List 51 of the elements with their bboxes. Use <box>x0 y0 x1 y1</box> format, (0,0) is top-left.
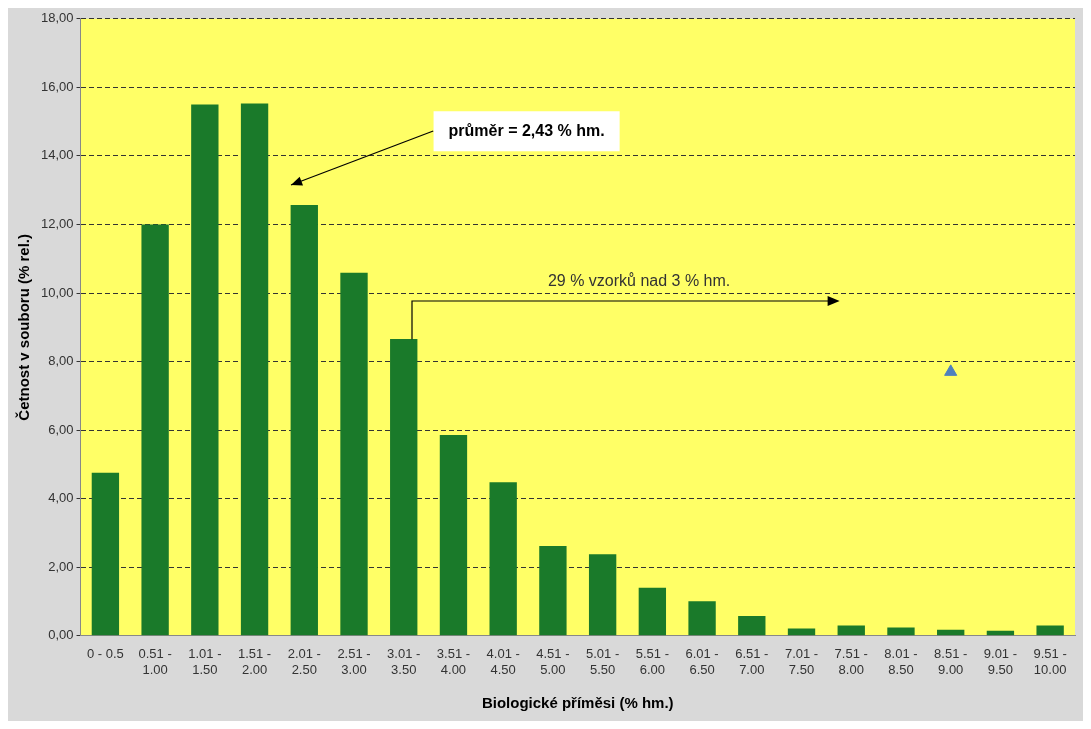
bar <box>390 338 418 636</box>
x-tick-label: 5.51 - 6.00 <box>635 646 669 677</box>
annotation: 29 % vzorků nad 3 % hm. <box>547 272 731 290</box>
bar <box>688 601 716 636</box>
x-tick-label: 5.01 - 5.50 <box>586 646 620 677</box>
x-tick-label: 4.51 - 5.00 <box>536 646 570 677</box>
annotation: průměr = 2,43 % hm. <box>448 121 605 139</box>
bar <box>1036 625 1064 636</box>
bar <box>240 103 269 636</box>
bar <box>91 472 120 636</box>
bar <box>738 615 766 636</box>
x-tick-label: 8.51 - 9.00 <box>934 646 968 677</box>
x-tick-label: 0 - 0.5 <box>86 646 124 662</box>
y-tick-label: 12,00 <box>40 216 74 232</box>
x-tick-label: 1.01 - 1.50 <box>188 646 222 677</box>
x-tick-label: 6.01 - 6.50 <box>685 646 719 677</box>
x-tick-label: 9.01 - 9.50 <box>983 646 1018 677</box>
x-tick-label: 3.01 - 3.50 <box>387 646 421 677</box>
bar <box>141 224 169 636</box>
y-tick-label: 10,00 <box>40 284 74 300</box>
bar <box>191 104 219 636</box>
bar <box>290 204 318 636</box>
x-tick-label: 2.51 - 3.00 <box>337 646 371 677</box>
bar <box>340 272 368 636</box>
y-tick-label: 14,00 <box>40 147 74 163</box>
y-tick-label: 8,00 <box>48 353 74 369</box>
bar <box>489 482 517 636</box>
y-tick-label: 2,00 <box>48 558 74 574</box>
x-tick-label: 0.51 - 1.00 <box>138 646 172 677</box>
x-tick-label: 7.01 - 7.50 <box>784 646 819 677</box>
y-tick-label: 4,00 <box>48 490 74 506</box>
x-tick-label: 3.51 - 4.00 <box>436 646 471 677</box>
y-tick-label: 0,00 <box>48 627 74 643</box>
bar <box>439 434 468 636</box>
y-tick-label: 18,00 <box>40 10 74 26</box>
bar <box>638 587 667 636</box>
x-tick-label: 4.01 - 4.50 <box>486 646 520 677</box>
x-tick-label: 2.01 - 2.50 <box>287 646 321 677</box>
y-tick-label: 16,00 <box>40 78 74 94</box>
x-axis-title: Biologické příměsi (% hm.) <box>481 694 674 712</box>
x-tick-label: 7.51 - 8.00 <box>834 646 868 677</box>
y-axis-title: Četnost v souboru (% rel.) <box>15 233 33 421</box>
y-tick-label: 6,00 <box>48 421 74 437</box>
bar <box>588 554 617 636</box>
x-tick-label: 1.51 - 2.00 <box>237 646 272 677</box>
bar <box>887 627 915 636</box>
x-tick-label: 8.01 - 8.50 <box>884 646 918 677</box>
x-tick-label: 6.51 - 7.00 <box>735 646 769 677</box>
x-tick-label: 9.51 - 10.00 <box>1033 646 1067 677</box>
bar <box>837 625 865 636</box>
bar <box>539 545 567 636</box>
